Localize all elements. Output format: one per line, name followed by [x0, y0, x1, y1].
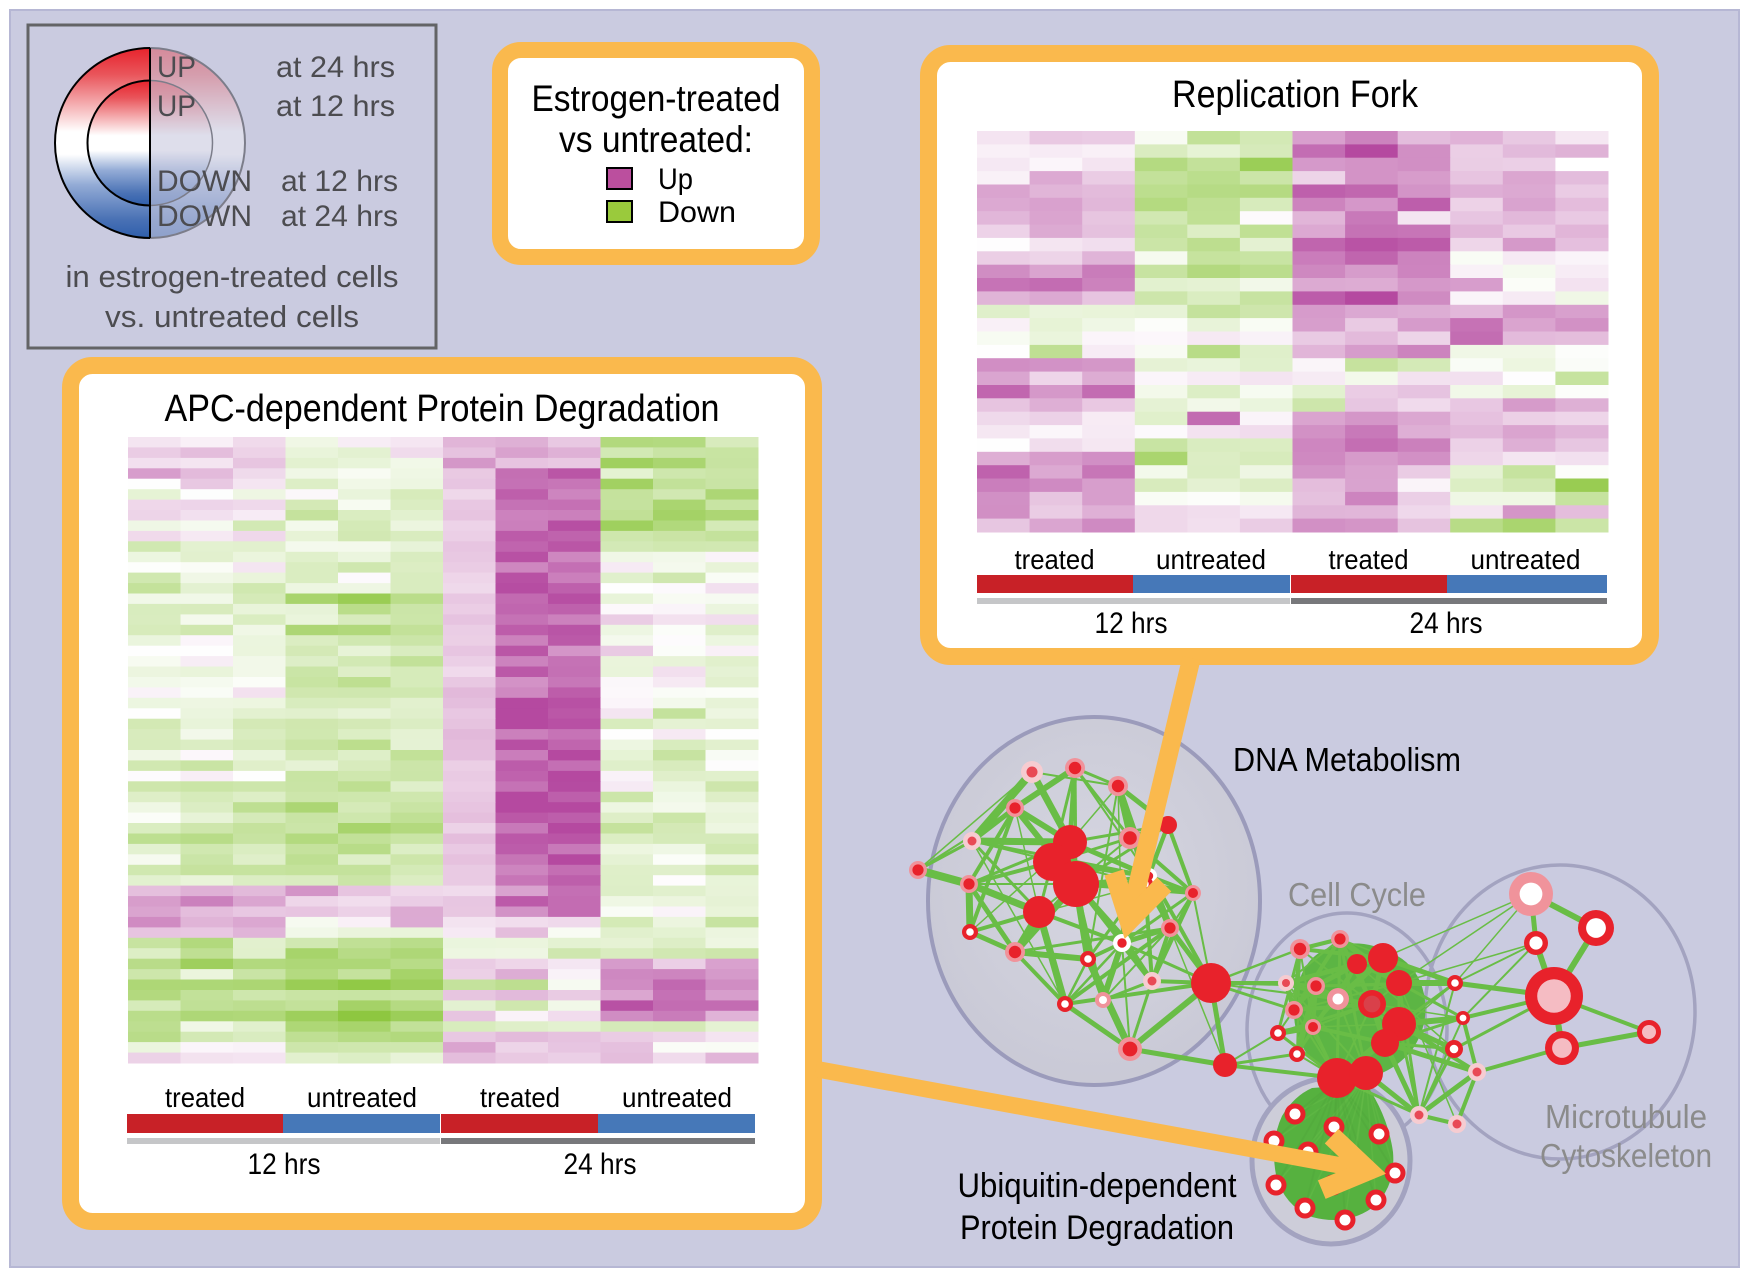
svg-text:Estrogen-treated: Estrogen-treated: [532, 78, 781, 119]
svg-text:untreated: untreated: [1156, 544, 1266, 575]
svg-text:at 12 hrs: at 12 hrs: [281, 165, 398, 198]
svg-text:24 hrs: 24 hrs: [564, 1148, 637, 1181]
svg-text:in estrogen-treated cells: in estrogen-treated cells: [66, 260, 399, 294]
svg-text:treated: treated: [1015, 544, 1095, 575]
svg-text:untreated: untreated: [307, 1082, 417, 1113]
svg-text:UP: UP: [157, 90, 196, 123]
svg-text:APC-dependent Protein Degradat: APC-dependent Protein Degradation: [165, 388, 720, 430]
svg-text:untreated: untreated: [1471, 544, 1581, 575]
svg-text:treated: treated: [1329, 544, 1409, 575]
svg-text:Cell Cycle: Cell Cycle: [1288, 876, 1426, 913]
svg-text:vs untreated:: vs untreated:: [559, 119, 753, 160]
svg-text:vs. untreated cells: vs. untreated cells: [105, 300, 359, 334]
svg-text:UP: UP: [157, 51, 196, 84]
svg-text:untreated: untreated: [622, 1082, 732, 1113]
svg-text:Replication Fork: Replication Fork: [1172, 74, 1419, 116]
svg-text:Ubiquitin-dependent: Ubiquitin-dependent: [958, 1167, 1238, 1205]
svg-text:DNA Metabolism: DNA Metabolism: [1233, 741, 1461, 778]
svg-text:Down: Down: [658, 196, 736, 229]
svg-text:Up: Up: [658, 163, 693, 196]
svg-text:DOWN: DOWN: [157, 200, 252, 233]
svg-text:24 hrs: 24 hrs: [1410, 607, 1483, 640]
svg-text:Microtubule: Microtubule: [1545, 1098, 1707, 1135]
svg-text:DOWN: DOWN: [157, 165, 252, 198]
svg-text:Cytoskeleton: Cytoskeleton: [1540, 1137, 1712, 1174]
svg-text:Protein Degradation: Protein Degradation: [960, 1209, 1234, 1247]
svg-text:at 12 hrs: at 12 hrs: [276, 90, 395, 123]
svg-text:at 24 hrs: at 24 hrs: [281, 200, 398, 233]
svg-text:at 24 hrs: at 24 hrs: [276, 51, 395, 84]
svg-text:treated: treated: [165, 1082, 245, 1113]
svg-text:12 hrs: 12 hrs: [1095, 607, 1168, 640]
svg-text:treated: treated: [480, 1082, 560, 1113]
svg-text:12 hrs: 12 hrs: [248, 1148, 321, 1181]
